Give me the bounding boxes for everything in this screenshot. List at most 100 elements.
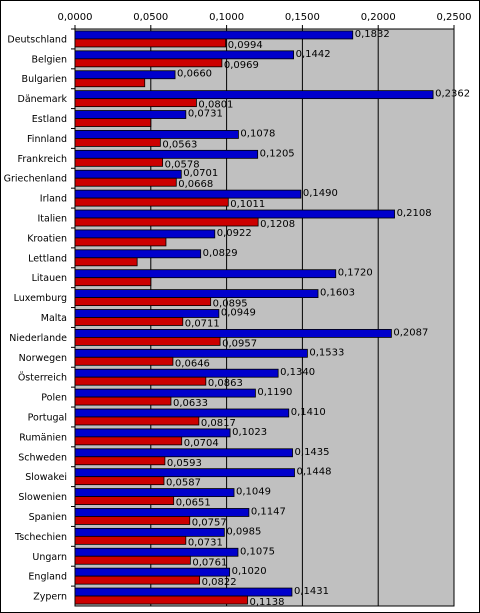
data-label-series-2: 0,0578 bbox=[165, 159, 200, 170]
bar-series-1 bbox=[74, 328, 392, 338]
data-label-series-1: 0,1049 bbox=[236, 487, 271, 498]
x-tick-label: 0,2500 bbox=[437, 12, 472, 23]
data-label-series-2: 0,0801 bbox=[198, 100, 233, 111]
bar-series-2 bbox=[74, 118, 152, 127]
bar-series-2 bbox=[74, 575, 201, 585]
data-label-series-2: 0,0731 bbox=[188, 537, 223, 548]
bar-series-2 bbox=[74, 277, 152, 287]
category-label: Lettland bbox=[28, 253, 67, 264]
bar-series-1 bbox=[74, 90, 434, 100]
data-label-series-1: 0,0949 bbox=[221, 308, 256, 319]
value-labels: 0,1832 0,0994 0,1442 0,0969 0,0660 0,2362 0,08… bbox=[162, 29, 470, 608]
category-label: Deutschland bbox=[7, 34, 67, 45]
bar-series-1 bbox=[74, 428, 231, 438]
category-label: Rumänien bbox=[19, 432, 67, 443]
data-label-series-1: 0,1448 bbox=[297, 467, 332, 478]
data-label-series-2: 0,0895 bbox=[213, 299, 248, 310]
bar-series-1 bbox=[74, 567, 231, 577]
bar-series-1 bbox=[74, 189, 302, 199]
data-label-series-2: 0,0711 bbox=[185, 319, 220, 330]
data-label-series-1: 0,0731 bbox=[188, 109, 223, 120]
category-label: Dänemark bbox=[18, 94, 68, 105]
category-label: England bbox=[28, 572, 67, 583]
data-label-series-1: 0,0922 bbox=[217, 228, 252, 239]
bar-series-2 bbox=[74, 257, 138, 267]
data-label-series-1: 0,1435 bbox=[295, 447, 330, 458]
category-label: Norwegen bbox=[19, 353, 67, 364]
data-label-series-2: 0,0633 bbox=[173, 398, 208, 409]
bar-series-1 bbox=[74, 527, 225, 537]
data-label-series-2: 0,0957 bbox=[222, 338, 257, 349]
bars bbox=[74, 30, 434, 605]
category-label: Tschechien bbox=[14, 532, 67, 543]
bar-series-1 bbox=[74, 587, 293, 597]
bar-series-1 bbox=[74, 249, 202, 259]
bar-series-1 bbox=[74, 348, 308, 358]
bar-series-2 bbox=[74, 555, 191, 565]
bar-series-2 bbox=[74, 535, 187, 545]
bar-series-2 bbox=[74, 157, 164, 167]
bar-series-1 bbox=[74, 309, 220, 318]
bar-series-1 bbox=[74, 289, 319, 299]
bar-series-2 bbox=[74, 78, 146, 88]
category-label: Finnland bbox=[27, 134, 67, 145]
x-tick-label: 0,2000 bbox=[361, 12, 396, 23]
bar-series-2 bbox=[74, 456, 166, 466]
category-label: Irland bbox=[40, 194, 67, 205]
bar-series-2 bbox=[74, 138, 161, 147]
bar-series-2 bbox=[74, 356, 174, 366]
data-label-series-1: 0,0985 bbox=[226, 526, 261, 537]
bar-series-2 bbox=[74, 336, 221, 346]
bar-series-2 bbox=[74, 317, 184, 326]
category-label: Österreich bbox=[18, 373, 67, 384]
data-label-series-1: 0,1023 bbox=[232, 427, 267, 438]
data-label-series-1: 0,0660 bbox=[177, 69, 212, 80]
data-label-series-1: 0,1340 bbox=[280, 367, 315, 378]
data-label-series-2: 0,0969 bbox=[224, 60, 259, 71]
category-label: Frankreich bbox=[18, 154, 67, 165]
data-label-series-1: 0,2087 bbox=[393, 327, 428, 338]
category-label: Niederlande bbox=[9, 333, 67, 344]
data-label-series-2: 0,1011 bbox=[230, 199, 265, 210]
data-label-series-1: 0,1075 bbox=[240, 546, 275, 557]
data-label-series-1: 0,2362 bbox=[435, 89, 470, 100]
bar-series-2 bbox=[74, 496, 175, 505]
bar-series-2 bbox=[74, 436, 183, 446]
bar-series-1 bbox=[74, 547, 239, 557]
data-label-series-1: 0,1410 bbox=[291, 407, 326, 418]
bar-series-2 bbox=[74, 416, 200, 426]
bar-series-2 bbox=[74, 217, 259, 227]
bar-series-2 bbox=[74, 595, 248, 605]
bar-series-1 bbox=[74, 169, 182, 179]
bar-series-1 bbox=[74, 229, 216, 239]
data-label-series-1: 0,1490 bbox=[303, 188, 338, 199]
category-label: Malta bbox=[41, 313, 67, 324]
data-label-series-2: 0,0646 bbox=[175, 358, 210, 369]
data-label-series-2: 0,0563 bbox=[162, 139, 197, 150]
data-label-series-1: 0,1603 bbox=[320, 288, 355, 299]
bar-series-1 bbox=[74, 30, 354, 40]
data-label-series-2: 0,0668 bbox=[178, 179, 213, 190]
bar-series-1 bbox=[74, 209, 395, 219]
data-label-series-1: 0,1720 bbox=[338, 268, 373, 279]
bar-series-2 bbox=[74, 58, 223, 68]
data-label-series-2: 0,0587 bbox=[166, 478, 201, 489]
data-label-series-1: 0,1533 bbox=[309, 347, 344, 358]
bar-series-1 bbox=[74, 110, 187, 119]
x-tick-label: 0,1500 bbox=[285, 12, 320, 23]
category-label: Ungarn bbox=[32, 552, 67, 563]
data-label-series-1: 0,1832 bbox=[355, 29, 390, 40]
data-label-series-1: 0,2108 bbox=[397, 208, 432, 219]
data-label-series-1: 0,1442 bbox=[296, 49, 331, 60]
bar-series-1 bbox=[74, 448, 293, 458]
category-label: Griechenland bbox=[4, 174, 67, 185]
x-tick-label: 0,1000 bbox=[209, 12, 244, 23]
category-label: Portugal bbox=[28, 412, 67, 423]
data-label-series-1: 0,1431 bbox=[294, 586, 329, 597]
data-label-series-1: 0,1147 bbox=[251, 506, 286, 517]
bar-series-2 bbox=[74, 98, 197, 108]
data-label-series-2: 0,0651 bbox=[176, 498, 211, 509]
data-label-series-2: 0,0704 bbox=[184, 438, 219, 449]
category-label: Zypern bbox=[33, 592, 67, 603]
